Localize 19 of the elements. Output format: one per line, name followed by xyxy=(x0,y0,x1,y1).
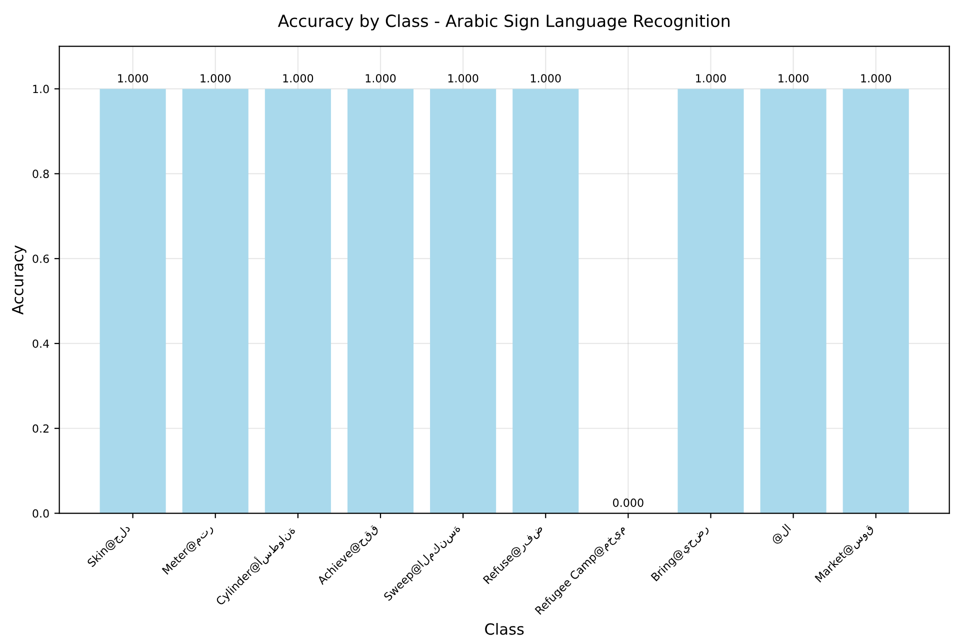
y-tick-label: 0.2 xyxy=(32,424,48,433)
data-label: 1.000 xyxy=(200,74,231,82)
chart-title: Accuracy by Class - Arabic Sign Language Recognition xyxy=(278,14,730,30)
y-tick-label: 0.0 xyxy=(32,509,49,518)
data-label: 1.000 xyxy=(696,74,726,82)
data-label: 1.000 xyxy=(530,74,561,82)
data-label: 1.000 xyxy=(448,74,478,82)
y-tick-label: 0.8 xyxy=(32,170,49,178)
y-tick-label: 0.6 xyxy=(32,254,49,263)
data-label: 1.000 xyxy=(778,74,808,82)
y-tick-label: 1.0 xyxy=(33,84,49,94)
data-label: 1.000 xyxy=(118,74,148,82)
data-label: 1.000 xyxy=(861,74,892,82)
data-label: 0.000 xyxy=(613,498,644,507)
data-label: 1.000 xyxy=(366,74,396,82)
data-label: 1.000 xyxy=(283,74,314,82)
y-axis-title: Accuracy xyxy=(12,245,26,315)
x-axis-title: Class xyxy=(485,623,524,635)
y-tick-label: 0.4 xyxy=(32,339,49,348)
